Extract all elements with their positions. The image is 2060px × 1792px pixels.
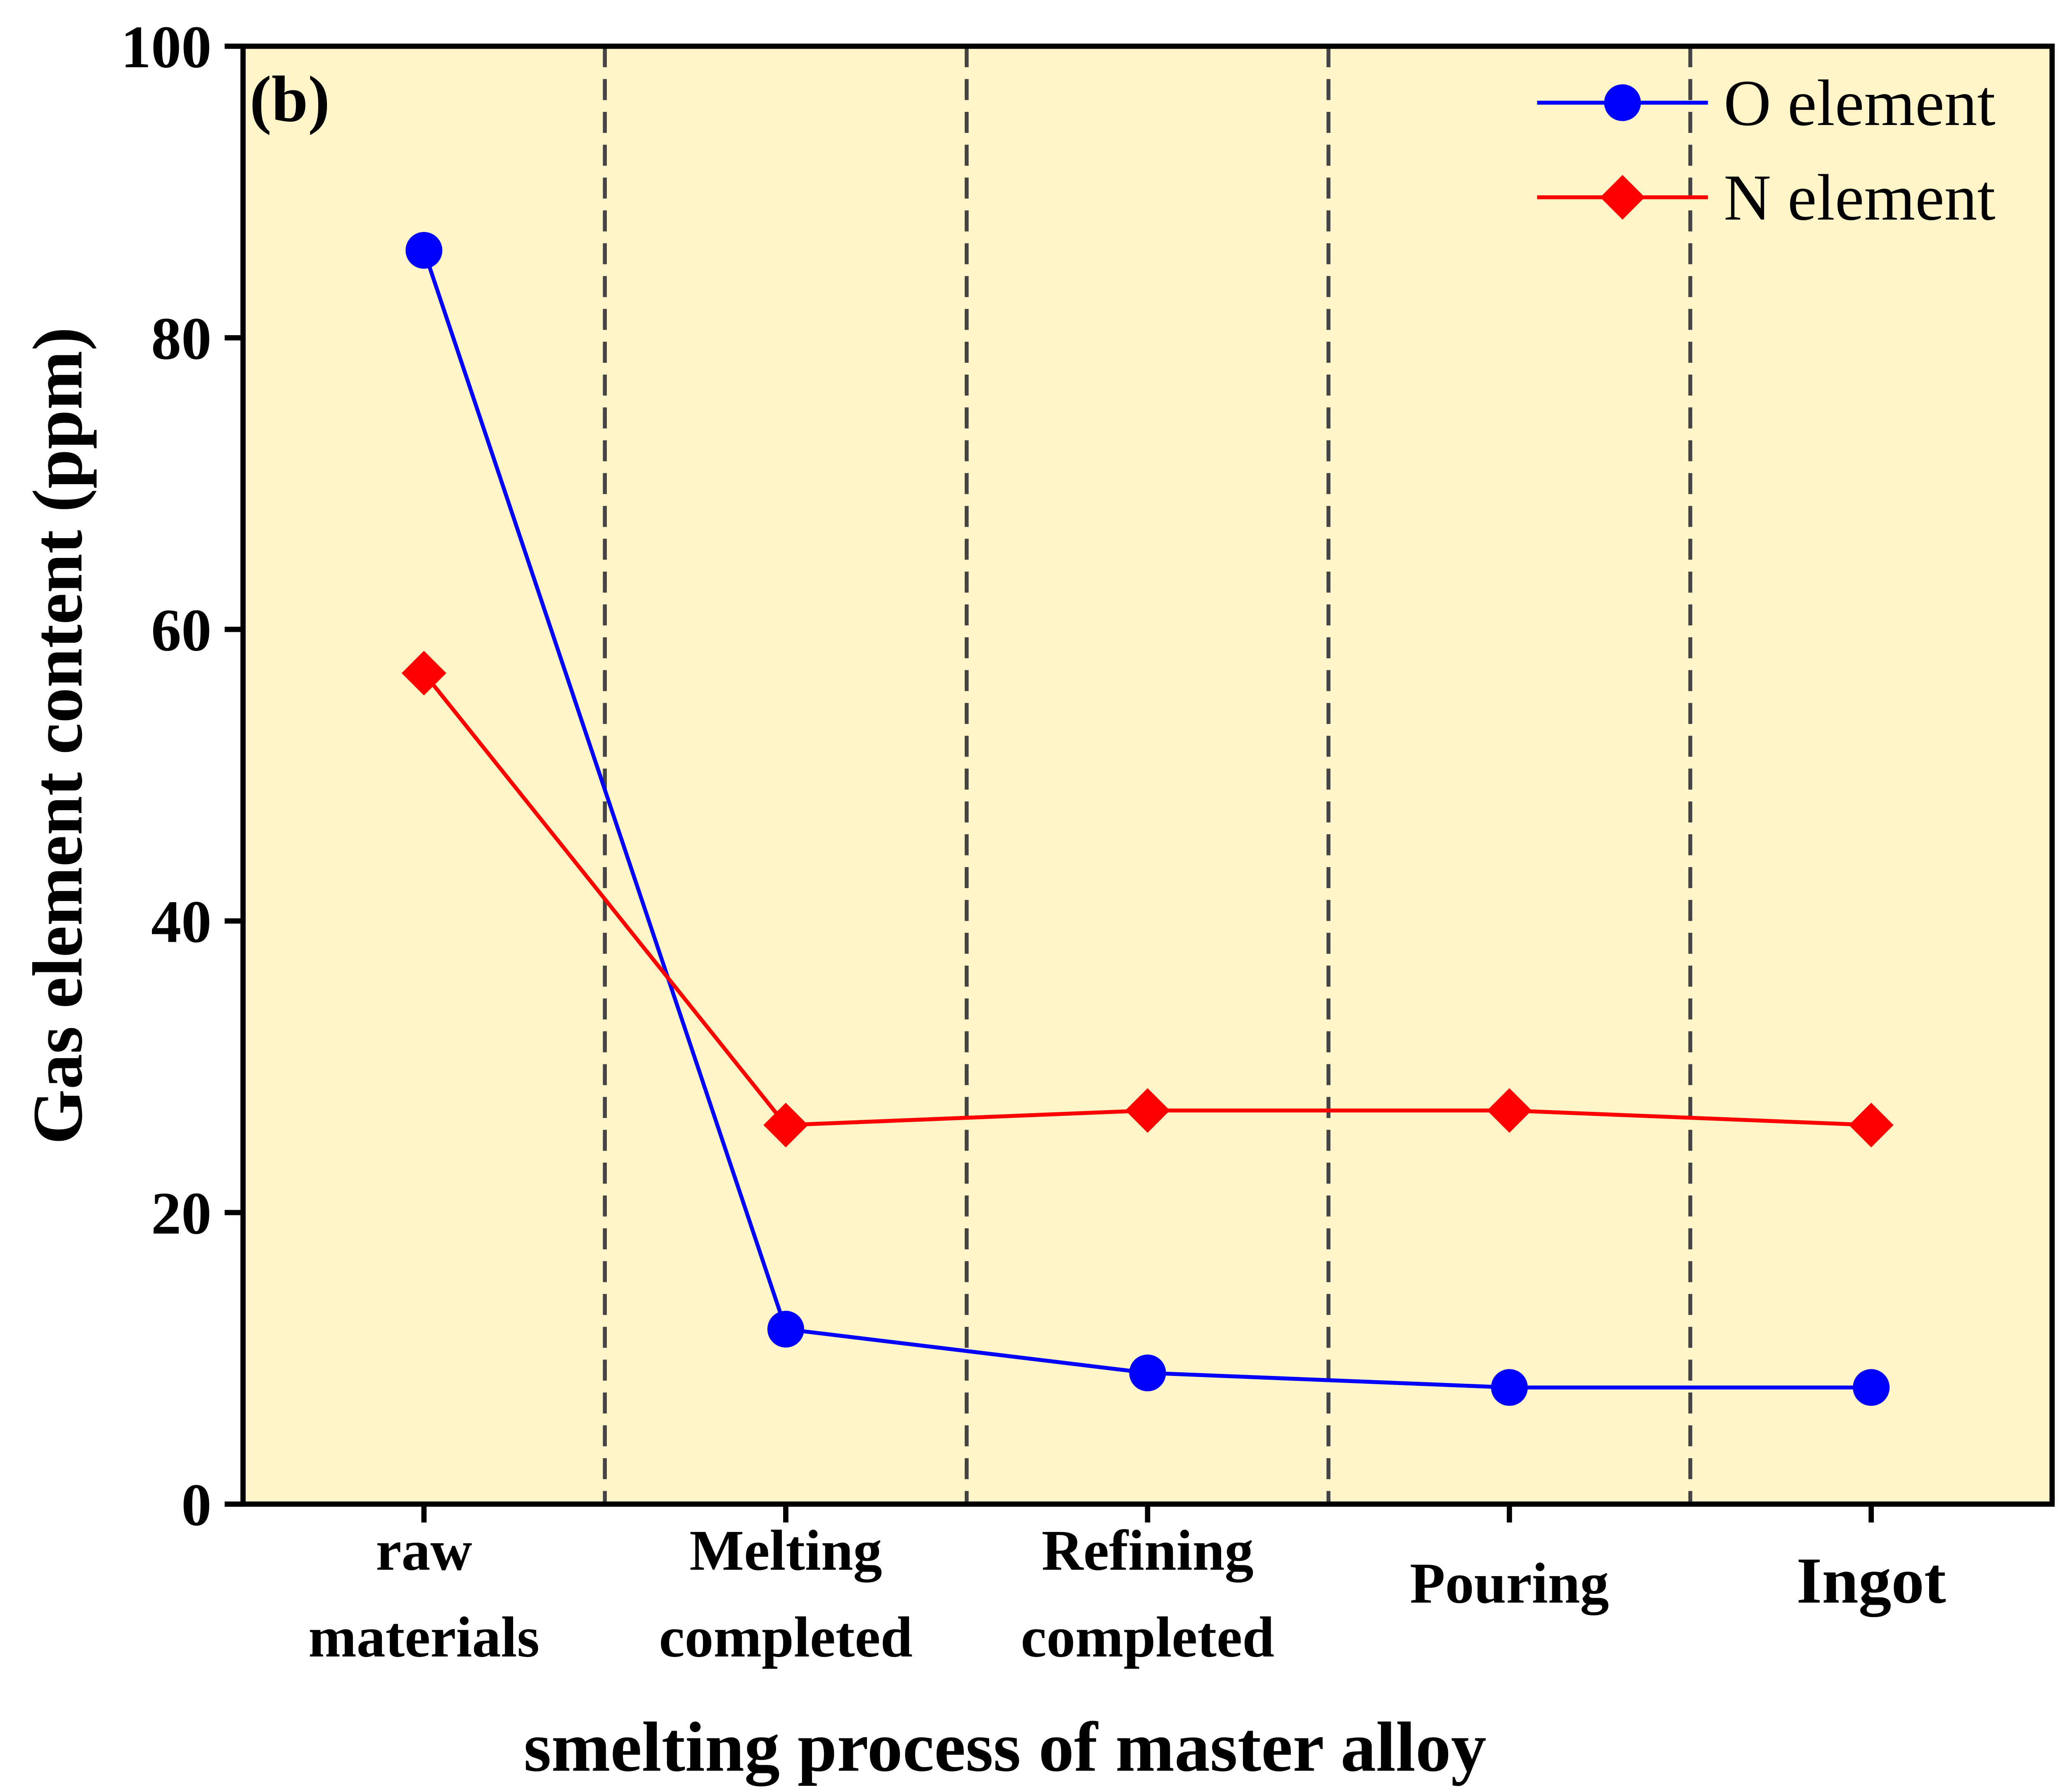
legend-marker-o xyxy=(1604,84,1641,121)
x-tick-label-line: Melting xyxy=(689,1519,882,1583)
legend-label-n: N element xyxy=(1724,161,1995,234)
data-point-n xyxy=(401,650,447,696)
data-point-o xyxy=(1853,1369,1890,1406)
x-tick-label-line: completed xyxy=(1021,1605,1274,1669)
x-tick-label: Pouring xyxy=(1410,1551,1609,1615)
data-point-n xyxy=(1125,1088,1170,1133)
x-tick-label: Melting completed xyxy=(659,1519,912,1669)
data-point-n xyxy=(1487,1088,1532,1133)
plot-background xyxy=(243,46,2052,1504)
x-tick-label-line: Refining xyxy=(1042,1519,1253,1583)
y-tick-label: 100 xyxy=(121,14,212,80)
y-tick-label: 0 xyxy=(181,1471,211,1538)
data-point-o xyxy=(1491,1369,1528,1406)
data-point-o xyxy=(767,1311,804,1348)
x-tick-label: Ingot xyxy=(1796,1544,1946,1617)
y-tick-label: 40 xyxy=(151,888,211,955)
data-point-n xyxy=(763,1102,808,1148)
legend-label-o: O element xyxy=(1724,67,1995,139)
x-axis: raw materials Melting completed Refining comp… xyxy=(308,1504,1946,1669)
x-tick-label-line: Pouring xyxy=(1410,1551,1609,1615)
y-axis: 0 20 40 60 80 100 xyxy=(121,14,243,1538)
x-tick-label-line: completed xyxy=(659,1605,912,1669)
x-tick-label-line: Ingot xyxy=(1796,1544,1946,1617)
x-tick-label-line: materials xyxy=(308,1605,540,1669)
data-point-o xyxy=(1129,1354,1166,1392)
y-axis-label: Gas element content (ppm) xyxy=(19,327,97,1144)
separators xyxy=(603,46,1693,1504)
x-tick-label: Refining completed xyxy=(1021,1519,1274,1669)
panel-label: (b) xyxy=(250,63,330,135)
x-tick-label: raw materials xyxy=(308,1519,540,1669)
y-tick-label: 80 xyxy=(151,305,211,372)
x-axis-label: smelting process of master alloy xyxy=(523,1708,1486,1786)
y-tick-label: 20 xyxy=(151,1180,211,1247)
data-point-o xyxy=(405,232,443,269)
y-tick-label: 60 xyxy=(151,597,211,664)
legend: O element N element xyxy=(1537,67,1996,234)
legend-marker-n xyxy=(1600,175,1645,220)
x-tick-label-line: raw xyxy=(376,1519,472,1583)
